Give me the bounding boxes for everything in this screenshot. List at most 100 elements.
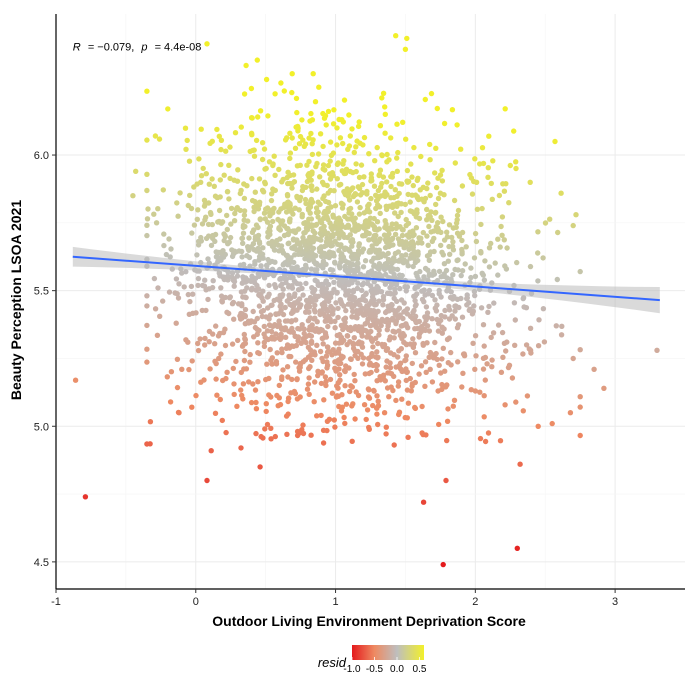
data-point [527, 263, 534, 270]
data-point [324, 349, 331, 355]
data-point [395, 200, 402, 206]
data-point [350, 289, 357, 295]
data-point [412, 285, 418, 292]
data-point [303, 262, 309, 268]
data-point [151, 275, 158, 282]
data-point [268, 328, 275, 335]
data-point [333, 394, 340, 400]
data-point [173, 320, 179, 326]
data-point [290, 303, 297, 310]
tick-labels: -1 0 1 2 3 4.5 5.0 5.5 6.0 [34, 150, 618, 608]
data-point [332, 325, 338, 331]
data-point [317, 311, 323, 318]
data-point [297, 133, 304, 140]
legend-tick-label: 0.5 [413, 664, 427, 675]
data-point [423, 369, 429, 375]
data-point [202, 277, 208, 283]
data-point [412, 350, 419, 356]
data-point [268, 394, 274, 400]
data-point [218, 351, 224, 357]
data-point [420, 184, 426, 190]
data-point [402, 201, 408, 208]
data-point [489, 364, 495, 370]
data-point [495, 322, 502, 328]
data-point [389, 235, 396, 241]
data-point [376, 261, 383, 267]
data-point [238, 124, 244, 130]
data-point [382, 218, 388, 224]
data-point [390, 170, 396, 177]
data-point [453, 224, 459, 230]
data-point [249, 175, 255, 182]
data-point [246, 379, 252, 385]
data-point [411, 144, 417, 151]
data-point [443, 384, 449, 390]
data-point [290, 236, 297, 242]
data-point [364, 407, 371, 413]
data-point [444, 336, 451, 343]
data-point [183, 269, 189, 275]
data-point [395, 149, 401, 156]
data-point [248, 130, 255, 136]
data-point [221, 231, 227, 237]
data-point [410, 182, 416, 189]
data-point [451, 397, 458, 403]
data-point [164, 374, 170, 380]
data-point [313, 205, 320, 211]
data-point [436, 421, 442, 428]
data-point [325, 323, 331, 330]
data-point [486, 264, 493, 270]
data-point [239, 280, 245, 286]
data-point [374, 144, 380, 151]
data-point [468, 265, 474, 271]
axes [52, 14, 685, 593]
data-point [411, 293, 417, 299]
data-point [422, 359, 429, 365]
data-point [495, 236, 501, 242]
data-point [455, 207, 462, 214]
data-point [485, 430, 492, 436]
data-point [524, 393, 531, 399]
legend-tick-labels: -1.0 -0.5 0.0 0.5 [343, 657, 427, 675]
data-point [388, 183, 394, 190]
data-point [238, 445, 244, 451]
data-point [382, 189, 388, 195]
data-point [289, 285, 296, 291]
data-point [472, 333, 479, 339]
data-point [300, 430, 307, 437]
data-point [375, 285, 381, 291]
data-point [189, 358, 195, 364]
data-point [276, 166, 282, 173]
data-point [154, 332, 161, 338]
data-point [231, 278, 238, 285]
data-point [366, 395, 373, 401]
data-point [577, 404, 583, 410]
data-point [320, 143, 326, 150]
data-point [405, 325, 411, 331]
data-point [385, 250, 391, 257]
data-point [163, 251, 170, 258]
data-point [425, 212, 431, 219]
data-point [325, 344, 331, 350]
data-point [314, 186, 320, 192]
data-point [478, 221, 484, 228]
data-point [312, 302, 318, 308]
data-point [479, 205, 485, 212]
data-point [439, 249, 445, 255]
data-point [225, 277, 231, 283]
data-point [198, 126, 204, 132]
data-point [383, 364, 389, 370]
data-point [332, 318, 338, 324]
data-point [414, 207, 420, 213]
data-point [263, 376, 269, 383]
data-point [186, 311, 192, 317]
data-point [205, 296, 211, 303]
data-point [324, 427, 330, 434]
data-point [449, 243, 456, 249]
data-point [420, 342, 426, 348]
data-point [373, 232, 379, 239]
data-point [166, 236, 172, 242]
data-point [342, 263, 348, 270]
data-point [265, 305, 271, 311]
data-point [144, 216, 151, 222]
